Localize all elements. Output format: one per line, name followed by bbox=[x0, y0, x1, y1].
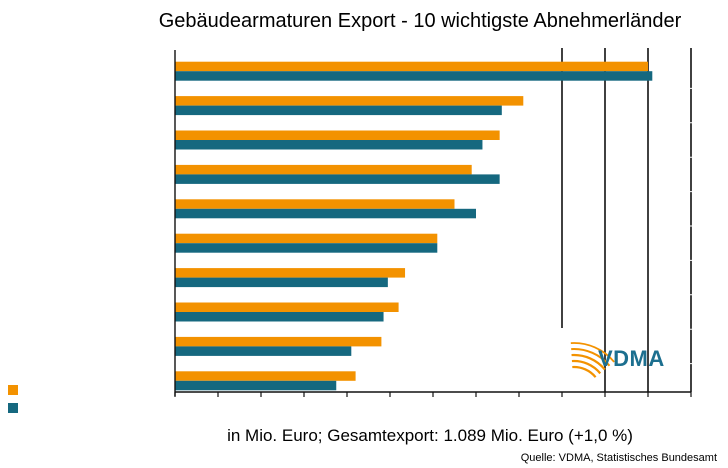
bar-2011-4 bbox=[175, 208, 476, 219]
vdma-logo-text: VDMA bbox=[598, 346, 665, 371]
bar-2012-6 bbox=[175, 268, 406, 278]
bar-2012-7 bbox=[175, 302, 399, 312]
change-labels bbox=[657, 87, 722, 365]
logo-arc bbox=[570, 342, 615, 363]
bar-2012-9 bbox=[175, 371, 356, 381]
x-axis-label: in Mio. Euro; Gesamtexport: 1.089 Mio. E… bbox=[227, 426, 633, 445]
bars bbox=[175, 61, 653, 391]
vdma-logo: VDMA bbox=[570, 342, 665, 378]
legend-swatch-2011 bbox=[8, 403, 18, 413]
bar-2011-3 bbox=[175, 174, 500, 184]
bar-2011-2 bbox=[175, 140, 483, 150]
bar-2012-3 bbox=[175, 164, 472, 175]
bar-2011-7 bbox=[175, 312, 384, 322]
bar-2011-6 bbox=[175, 277, 388, 288]
gridlines bbox=[561, 48, 692, 392]
bar-2012-1 bbox=[175, 96, 524, 106]
vdma-logo-arcs-icon bbox=[570, 342, 615, 378]
logo-arc bbox=[572, 365, 597, 378]
logo-arc bbox=[571, 353, 606, 371]
chart-title: Gebäudearmaturen Export - 10 wichtigste … bbox=[159, 10, 682, 32]
bar-2011-5 bbox=[175, 243, 438, 253]
bar-2011-1 bbox=[175, 105, 502, 116]
bar-2012-8 bbox=[175, 336, 382, 347]
bar-2012-0 bbox=[175, 61, 648, 72]
legend bbox=[8, 385, 18, 413]
legend-swatch-2012 bbox=[8, 385, 18, 395]
logo-arc bbox=[571, 359, 602, 375]
bar-2011-9 bbox=[175, 380, 337, 391]
logo-arc bbox=[571, 348, 611, 367]
bar-2012-2 bbox=[175, 130, 500, 140]
x-axis bbox=[174, 50, 692, 397]
bar-2012-5 bbox=[175, 233, 438, 244]
bar-2011-0 bbox=[175, 71, 653, 81]
bar-2012-4 bbox=[175, 199, 455, 209]
source-note: Quelle: VDMA, Statistisches Bundesamt bbox=[521, 452, 717, 464]
bar-2011-8 bbox=[175, 346, 352, 356]
